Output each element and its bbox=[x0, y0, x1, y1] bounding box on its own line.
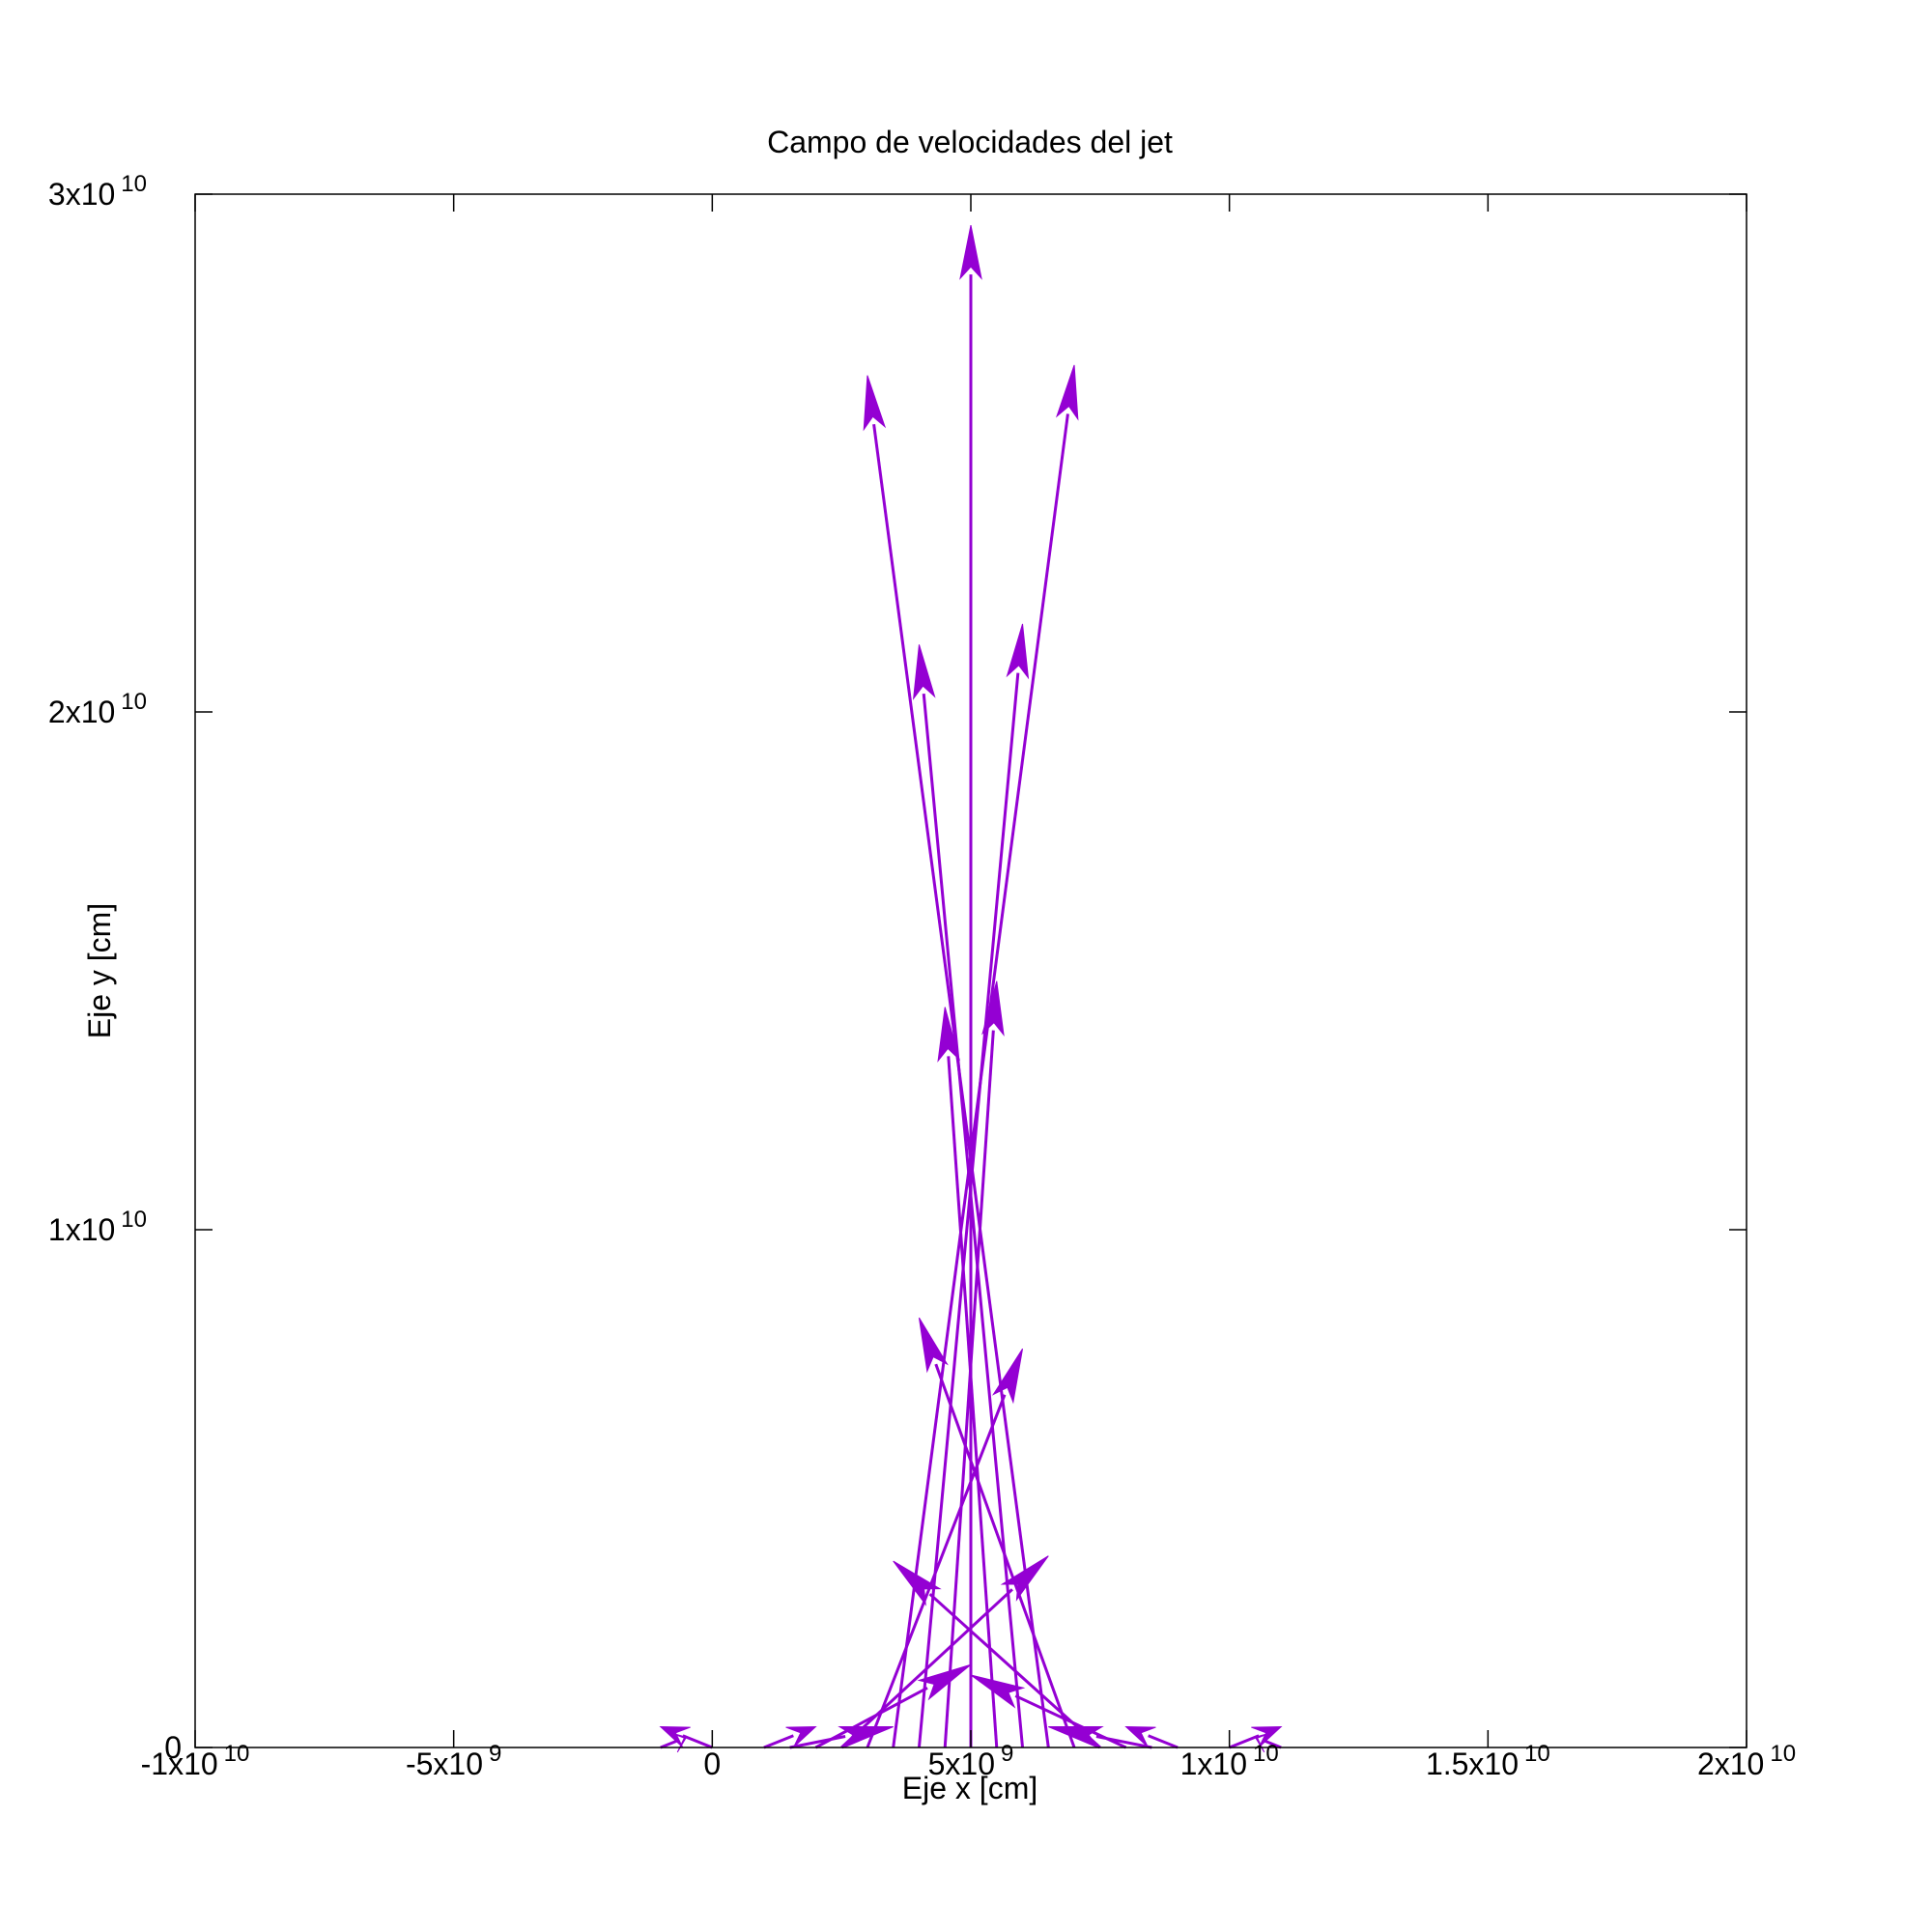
velocity-arrow bbox=[789, 1725, 894, 1749]
velocity-arrow bbox=[892, 364, 1079, 1748]
x-tick-label: 2x10 10 bbox=[1697, 1741, 1796, 1781]
velocity-arrow bbox=[840, 1555, 1049, 1749]
chart-title: Campo de velocidades del jet bbox=[767, 125, 1173, 159]
x-axis-label: Eje x [cm] bbox=[902, 1771, 1037, 1805]
y-axis-label: Eje y [cm] bbox=[82, 903, 117, 1038]
x-tick-label: 5x10 9 bbox=[928, 1741, 1014, 1781]
x-tick-label: 1.5x10 10 bbox=[1426, 1741, 1550, 1781]
y-tick-label: 3x10 10 bbox=[48, 171, 147, 212]
y-tick-label: 2x10 10 bbox=[48, 689, 147, 729]
tick-layer: -1x10 10 -5x10 9 0 5x10 9 1x10 10 1.5x10 10 2x10 10 0… bbox=[48, 171, 1796, 1781]
y-tick-label: 1x10 10 bbox=[48, 1207, 147, 1247]
velocity-arrow bbox=[912, 644, 1025, 1748]
x-tick-label: -1x10 10 bbox=[141, 1741, 250, 1781]
velocity-arrow bbox=[959, 225, 982, 1747]
x-tick-label: -5x10 9 bbox=[406, 1741, 501, 1781]
velocity-arrow bbox=[1048, 1725, 1152, 1749]
velocity-arrow bbox=[1124, 1726, 1179, 1749]
velocity-arrow bbox=[763, 1726, 817, 1749]
velocity-arrow bbox=[918, 1317, 1076, 1748]
x-tick-label: 1x10 10 bbox=[1180, 1741, 1279, 1781]
x-tick-label: 0 bbox=[703, 1747, 721, 1781]
arrow-layer bbox=[659, 225, 1283, 1753]
velocity-arrow bbox=[866, 1349, 1024, 1748]
y-tick-label: 0 bbox=[164, 1730, 182, 1765]
velocity-arrow bbox=[863, 375, 1050, 1748]
